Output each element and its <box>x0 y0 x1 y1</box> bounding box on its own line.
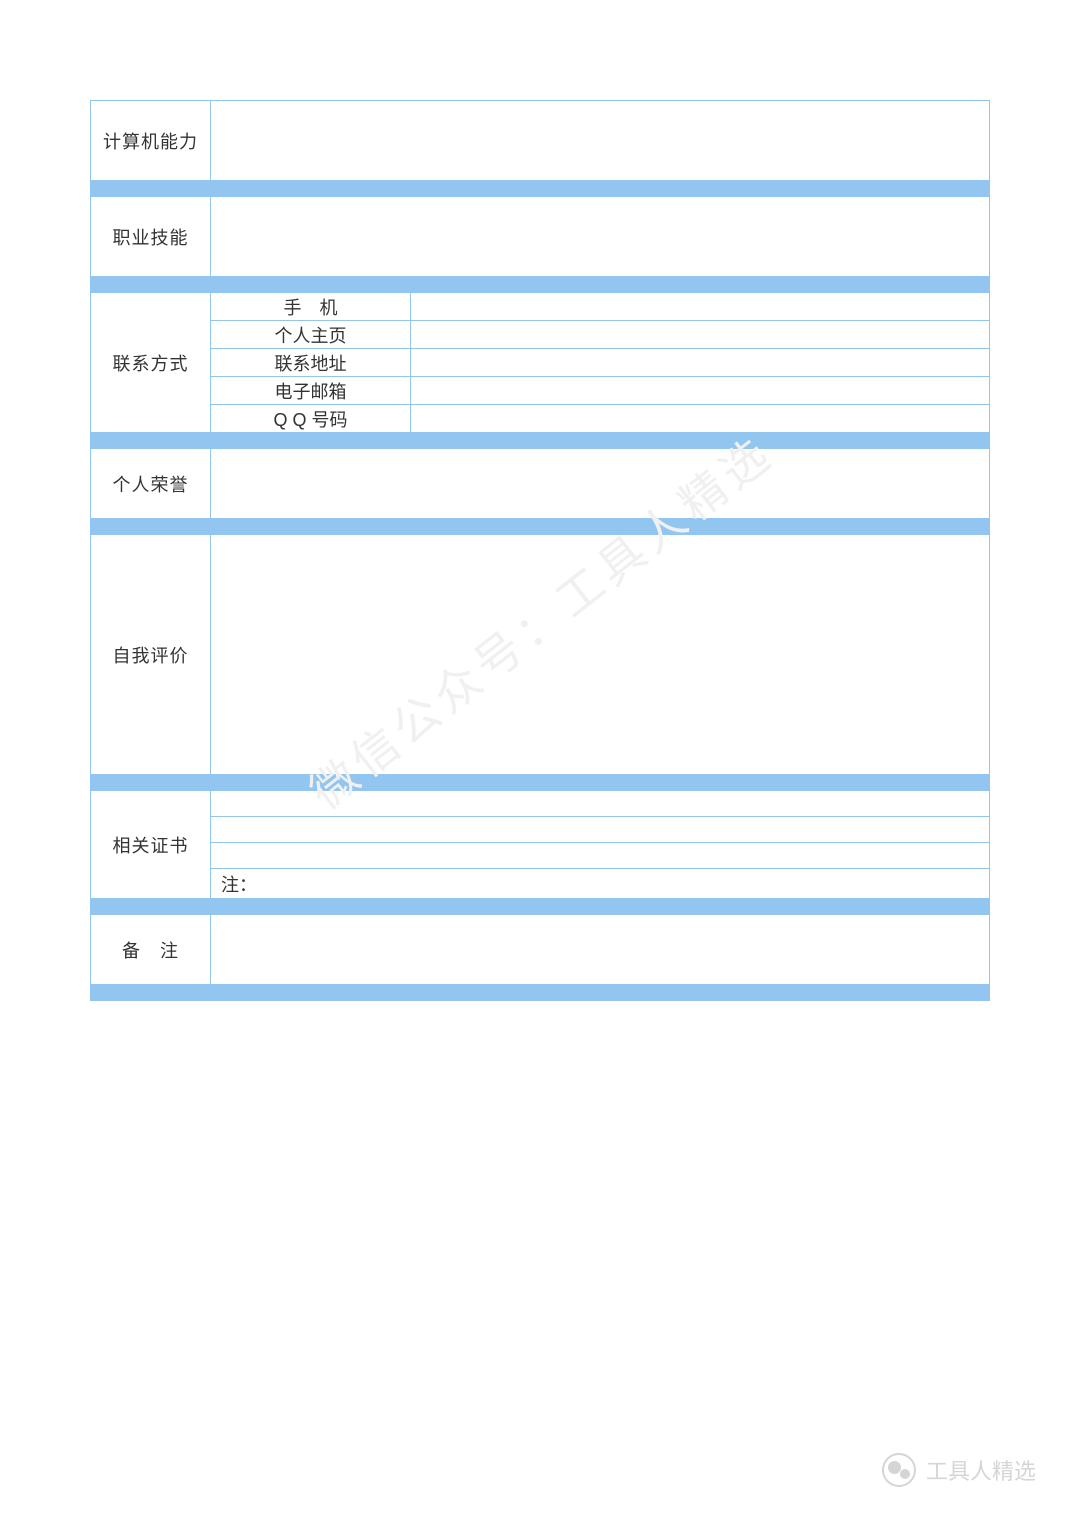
label-computer: 计算机能力 <box>91 101 211 181</box>
divider <box>91 899 990 915</box>
contact-sub-qq: Q Q 号码 <box>211 405 411 433</box>
cert-row-1 <box>211 817 990 843</box>
contact-sub-homepage: 个人主页 <box>211 321 411 349</box>
contact-val-qq <box>411 405 990 433</box>
cert-note: 注： <box>211 869 990 899</box>
contact-val-email <box>411 377 990 405</box>
footer: 工具人精选 <box>882 1453 1036 1487</box>
divider <box>91 985 990 1001</box>
wechat-icon <box>882 1453 916 1487</box>
value-remark <box>211 915 990 985</box>
value-computer <box>211 101 990 181</box>
label-skills: 职业技能 <box>91 197 211 277</box>
label-remark: 备 注 <box>91 915 211 985</box>
divider <box>91 519 990 535</box>
contact-val-phone <box>411 293 990 321</box>
footer-text: 工具人精选 <box>926 1454 1036 1486</box>
resume-table: 计算机能力 职业技能 联系方式 手 机 个人主页 联系地址 电子邮箱 <box>90 100 990 1001</box>
value-skills <box>211 197 990 277</box>
divider <box>91 775 990 791</box>
value-honor <box>211 449 990 519</box>
divider <box>91 433 990 449</box>
label-honor: 个人荣誉 <box>91 449 211 519</box>
contact-sub-phone: 手 机 <box>211 293 411 321</box>
label-cert: 相关证书 <box>91 791 211 899</box>
contact-val-address <box>411 349 990 377</box>
contact-val-homepage <box>411 321 990 349</box>
label-selfeval: 自我评价 <box>91 535 211 775</box>
divider <box>91 277 990 293</box>
divider <box>91 181 990 197</box>
contact-sub-address: 联系地址 <box>211 349 411 377</box>
cert-row-0 <box>211 791 990 817</box>
cert-note-label: 注： <box>221 875 257 895</box>
value-selfeval <box>211 535 990 775</box>
label-contact: 联系方式 <box>91 293 211 433</box>
cert-row-2 <box>211 843 990 869</box>
contact-sub-email: 电子邮箱 <box>211 377 411 405</box>
